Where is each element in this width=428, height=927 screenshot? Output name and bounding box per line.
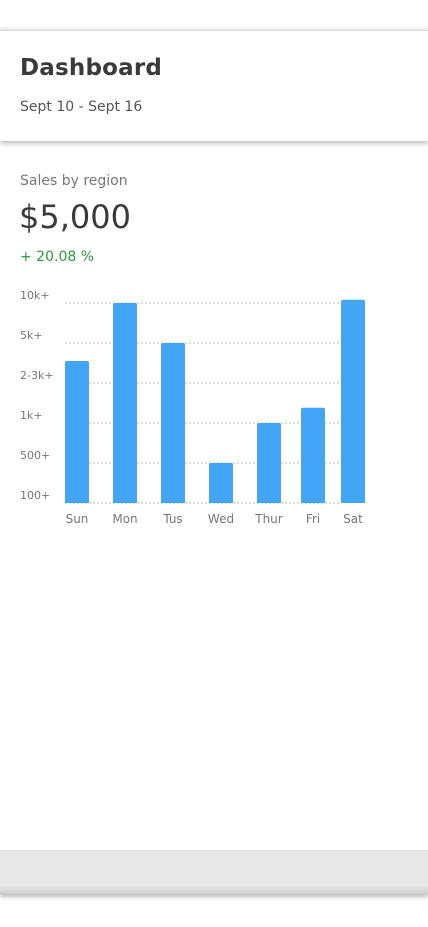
bar-tus (161, 343, 185, 503)
bar-sat (341, 299, 365, 503)
bar-wed (209, 463, 233, 503)
x-tick-label: Sun (66, 512, 89, 526)
y-tick-label: 10k+ (20, 289, 50, 302)
sales-change: + 20.08 % (20, 249, 95, 265)
x-tick-label: Tus (162, 512, 182, 526)
chart-bars (65, 299, 365, 503)
chart-grid (65, 302, 340, 504)
x-tick-label: Wed (208, 512, 234, 526)
x-tick-label: Thur (254, 512, 283, 526)
x-tick-label: Sat (343, 512, 363, 526)
y-tick-label: 500+ (20, 449, 50, 462)
bar-sun (65, 361, 89, 503)
bar-mon (113, 303, 137, 503)
date-range: Sept 10 - Sept 16 (20, 99, 143, 115)
footer-bar (0, 850, 428, 894)
y-tick-label: 1k+ (20, 409, 43, 422)
y-tick-label: 100+ (20, 489, 50, 502)
sales-card-title: Sales by region (20, 173, 128, 189)
x-tick-label: Mon (112, 512, 137, 526)
bar-fri (301, 407, 325, 503)
y-tick-label: 5k+ (20, 329, 43, 342)
header-card: Dashboard Sept 10 - Sept 16 (0, 30, 428, 141)
chart-y-ticks: 100+ 500+ 1k+ 2-3k+ 5k+ 10k+ (20, 289, 54, 502)
bar-thur (257, 423, 281, 503)
sales-bar-chart: 100+ 500+ 1k+ 2-3k+ 5k+ 10k+ Sun Mon Tus Wed Thur… (20, 289, 365, 526)
x-tick-label: Fri (306, 512, 320, 526)
y-tick-label: 2-3k+ (20, 369, 54, 382)
page-title: Dashboard (20, 55, 163, 81)
chart-x-ticks: Sun Mon Tus Wed Thur Fri Sat (66, 512, 364, 526)
sales-total: $5,000 (19, 198, 131, 236)
